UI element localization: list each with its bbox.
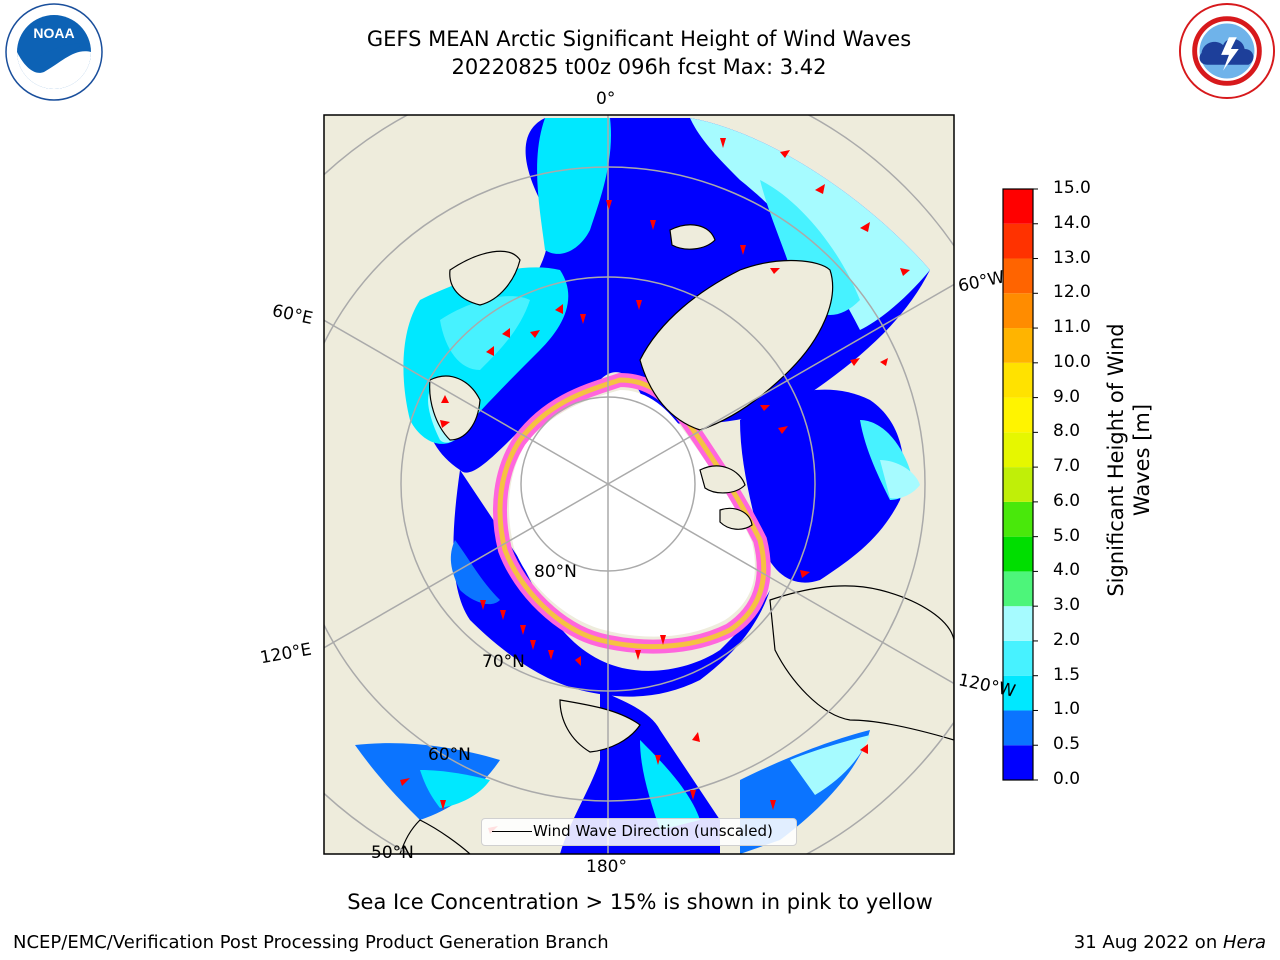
map-legend: Wind Wave Direction (unscaled) <box>481 818 797 846</box>
footer-date: 31 Aug 2022 on Hera <box>1074 932 1266 953</box>
colorbar-bin <box>1003 397 1033 433</box>
colorbar-tick-label: 1.0 <box>1053 699 1081 720</box>
footer-host: Hera <box>1222 932 1266 953</box>
colorbar-frame <box>1002 188 1034 781</box>
colorbar-tick-label: 5.0 <box>1053 525 1081 546</box>
colorbar-tick-label: 4.0 <box>1053 560 1081 581</box>
graticule <box>324 115 954 854</box>
parallel-label-80n: 80°N <box>534 562 577 582</box>
colorbar-tick-label: 6.0 <box>1053 490 1081 511</box>
parallel-label-70n: 70°N <box>482 652 525 672</box>
meridian-label-180: 180° <box>586 857 627 877</box>
footer-credit: NCEP/EMC/Verification Post Processing Pr… <box>13 932 609 953</box>
parallel-label-50n: 50°N <box>371 843 414 863</box>
colorbar-tick-label: 10.0 <box>1053 351 1091 372</box>
colorbar-tick-label: 3.0 <box>1053 595 1081 616</box>
colorbar <box>1003 188 1038 781</box>
colorbar-bin <box>1003 293 1033 329</box>
colorbar-bin <box>1003 467 1033 502</box>
colorbar-bin <box>1003 745 1033 780</box>
colorbar-tick-label: 14.0 <box>1053 212 1091 233</box>
colorbar-tick-label: 8.0 <box>1053 421 1081 442</box>
chart-title: GEFS MEAN Arctic Significant Height of W… <box>366 27 912 51</box>
legend-label: Wind Wave Direction (unscaled) <box>533 822 773 840</box>
colorbar-tick-label: 2.0 <box>1053 629 1081 650</box>
landmasses <box>399 224 954 854</box>
svg-text:NOAA: NOAA <box>33 25 74 41</box>
nws-logo-icon <box>1178 2 1276 100</box>
noaa-logo-icon: NOAA <box>5 3 103 101</box>
colorbar-tick-label: 15.0 <box>1053 178 1091 198</box>
colorbar-bin <box>1003 571 1033 607</box>
sea-ice <box>493 372 771 654</box>
colorbar-bin <box>1003 223 1033 259</box>
colorbar-tick-label: 13.0 <box>1053 247 1091 268</box>
colorbar-bin <box>1003 362 1033 398</box>
parallel-label-60n: 60°N <box>428 745 471 765</box>
colorbar-bin <box>1003 606 1033 641</box>
colorbar-bin <box>1003 189 1033 224</box>
chart-subtitle: 20220825 t00z 096h fcst Max: 3.42 <box>451 55 827 79</box>
colorbar-bin <box>1003 536 1033 572</box>
colorbar-tick-label: 12.0 <box>1053 282 1091 303</box>
colorbar-bin <box>1003 258 1033 294</box>
colorbar-tick-label: 9.0 <box>1053 386 1081 407</box>
colorbar-bin <box>1003 501 1033 537</box>
colorbar-bin <box>1003 710 1033 746</box>
colorbar-bin <box>1003 328 1033 363</box>
colorbar-tick-label: 7.0 <box>1053 456 1081 477</box>
meridian-label-0: 0° <box>596 89 616 109</box>
ocean-wave-field <box>355 118 930 854</box>
legend-line <box>492 831 532 832</box>
colorbar-tick-label: 0.5 <box>1053 734 1081 755</box>
colorbar-label: Significant Height of Wind Waves [m] <box>1104 323 1154 597</box>
colorbar-bin <box>1003 432 1033 468</box>
colorbar-tick-label: 11.0 <box>1053 317 1091 338</box>
colorbar-tick-label: 0.0 <box>1053 769 1081 789</box>
caption: Sea Ice Concentration > 15% is shown in … <box>347 890 933 914</box>
footer-date-text: 31 Aug 2022 on <box>1073 932 1223 953</box>
colorbar-tick-label: 1.5 <box>1053 664 1081 685</box>
colorbar-bin <box>1003 675 1033 711</box>
colorbar-bin <box>1003 640 1033 676</box>
map-frame <box>323 114 955 855</box>
